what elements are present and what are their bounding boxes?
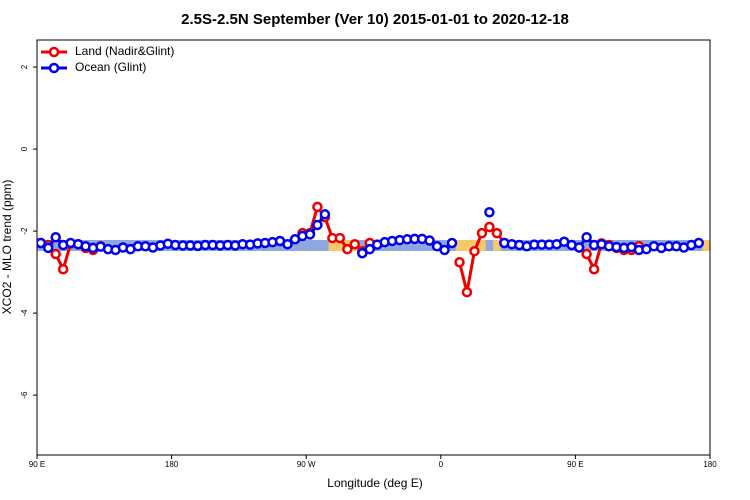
y-tick-label: -6 bbox=[20, 391, 29, 399]
data-point bbox=[446, 237, 458, 249]
data-point bbox=[588, 263, 600, 275]
y-tick-label: 0 bbox=[20, 146, 29, 151]
data-point bbox=[37, 237, 46, 249]
band-segment bbox=[485, 240, 494, 251]
band-segment bbox=[418, 240, 427, 251]
chart-title: 2.5S-2.5N September (Ver 10) 2015-01-01 … bbox=[181, 11, 569, 28]
band-segment bbox=[51, 240, 60, 251]
band-segment bbox=[358, 240, 367, 251]
data-point bbox=[424, 235, 435, 246]
data-point bbox=[342, 243, 353, 255]
data-point bbox=[57, 263, 69, 275]
legend: Land (Nadir&Glint) Ocean (Glint) bbox=[41, 44, 174, 74]
band-segment bbox=[470, 240, 479, 251]
data-point bbox=[469, 245, 480, 257]
data-point bbox=[42, 242, 54, 254]
x-axis-label: Longitude (deg E) bbox=[327, 476, 422, 490]
data-point bbox=[476, 227, 488, 239]
band-segment bbox=[478, 240, 487, 251]
band-segment bbox=[463, 240, 472, 251]
y-tick-label: -2 bbox=[20, 227, 29, 235]
data-point bbox=[312, 201, 323, 213]
y-tick-label: -4 bbox=[20, 309, 29, 317]
data-point bbox=[581, 231, 592, 243]
y-axis-label: XCO2 - MLO trend (ppm) bbox=[0, 180, 14, 315]
data-point bbox=[50, 248, 61, 260]
legend-marker bbox=[48, 46, 60, 58]
plot-frame bbox=[36, 39, 711, 456]
data-point bbox=[484, 206, 495, 218]
band-segment bbox=[336, 240, 345, 251]
x-tick-label: 90 W bbox=[297, 460, 316, 469]
data-point bbox=[581, 248, 592, 260]
x-tick-label: 0 bbox=[439, 460, 444, 469]
legend-label: Land (Nadir&Glint) bbox=[75, 44, 174, 58]
band-segment bbox=[306, 240, 315, 251]
x-tick-label: 180 bbox=[703, 460, 717, 469]
band-segment bbox=[455, 240, 464, 251]
band-segment bbox=[403, 240, 412, 251]
band-segment bbox=[328, 240, 337, 251]
band-segment bbox=[582, 240, 591, 251]
band-segment bbox=[410, 240, 419, 251]
band-segment bbox=[493, 240, 502, 251]
data-point bbox=[439, 244, 450, 256]
data-point bbox=[364, 243, 376, 255]
data-point bbox=[357, 247, 368, 259]
data-point bbox=[461, 286, 473, 298]
data-point bbox=[454, 257, 465, 268]
x-tick-label: 90 E bbox=[567, 460, 583, 469]
legend-label: Ocean (Glint) bbox=[75, 60, 146, 74]
data-point bbox=[491, 227, 503, 239]
data-point bbox=[484, 221, 495, 233]
data-point bbox=[334, 232, 346, 244]
data-point bbox=[282, 238, 293, 250]
band-segment bbox=[321, 240, 330, 251]
legend-marker bbox=[48, 62, 60, 74]
data-point bbox=[50, 231, 61, 243]
x-tick-label: 180 bbox=[165, 460, 179, 469]
data-point bbox=[319, 209, 331, 220]
data-point bbox=[693, 237, 705, 249]
data-point bbox=[349, 238, 361, 250]
data-point bbox=[312, 219, 323, 231]
band-segment bbox=[313, 240, 322, 251]
data-point bbox=[573, 242, 585, 253]
band-segment bbox=[702, 240, 710, 251]
y-tick-label: 2 bbox=[20, 64, 29, 69]
band-segment bbox=[298, 240, 307, 251]
plot-area bbox=[37, 201, 705, 298]
x-tick-label: 90 E bbox=[29, 460, 45, 469]
band-segment bbox=[291, 240, 300, 251]
data-point bbox=[304, 229, 316, 240]
band-segment bbox=[395, 240, 404, 251]
